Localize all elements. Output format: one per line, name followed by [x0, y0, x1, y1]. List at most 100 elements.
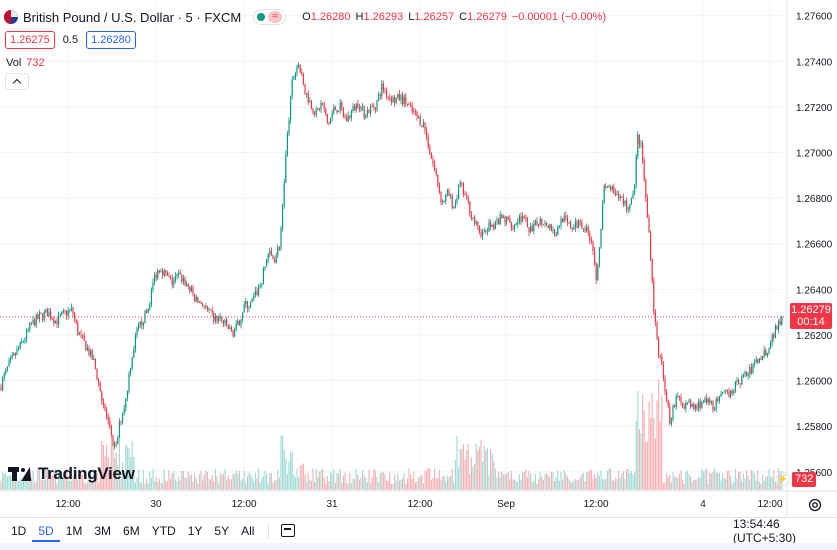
sell-button[interactable]: 1.26275: [5, 31, 55, 49]
settings-icon[interactable]: [807, 497, 823, 513]
volume-bar: [429, 468, 431, 490]
volume-bar: [277, 470, 279, 490]
range-5y[interactable]: 5Y: [214, 523, 230, 538]
volume-bar: [482, 461, 484, 490]
volume-bar: [614, 477, 616, 490]
candle-body: [136, 328, 138, 336]
volume-bar: [216, 475, 218, 490]
volume-bar: [395, 480, 397, 490]
candle-body: [430, 154, 432, 159]
x-tick-label: Sep: [497, 499, 515, 510]
volume-bar: [706, 468, 708, 490]
volume-bar: [408, 468, 410, 490]
volume-bar: [406, 478, 408, 490]
volume-bar: [64, 477, 66, 490]
range-ytd[interactable]: YTD: [151, 523, 176, 538]
x-tick-label: 12:00: [407, 499, 432, 510]
calendar-icon[interactable]: [281, 524, 296, 537]
range-6m[interactable]: 6M: [123, 523, 140, 538]
candle-body: [494, 221, 496, 230]
high-label: H: [355, 11, 364, 23]
volume-bar: [736, 478, 738, 490]
volume-bar: [294, 477, 296, 490]
candle-body: [541, 218, 543, 225]
candle-body: [459, 182, 461, 186]
candle-body: [210, 309, 212, 311]
candle-body: [658, 338, 660, 356]
candlestick-chart[interactable]: 1.256001.258001.260001.262001.264001.266…: [0, 0, 837, 517]
candle-body: [360, 106, 362, 110]
volume-bar: [242, 479, 244, 490]
candle-body: [189, 286, 191, 292]
candle-body: [138, 325, 140, 329]
candle-body: [653, 281, 655, 313]
buy-button[interactable]: 1.26280: [86, 31, 136, 49]
range-3m[interactable]: 3M: [94, 523, 112, 538]
symbol-title[interactable]: British Pound / U.S. Dollar · 5 · FXCM: [23, 9, 242, 25]
volume-bar: [190, 474, 192, 490]
volume-bar: [370, 482, 372, 490]
candle-body: [698, 401, 700, 409]
volume-bar: [286, 473, 288, 490]
candle-body: [224, 319, 226, 324]
volume-bar: [194, 473, 196, 490]
market-status[interactable]: ≈: [253, 9, 287, 25]
candle-body: [646, 198, 648, 218]
volume-bar: [458, 467, 460, 490]
volume-bar: [579, 476, 581, 490]
range-1m[interactable]: 1M: [65, 523, 83, 538]
volume-bar: [131, 441, 133, 490]
candle-body: [693, 403, 695, 409]
candle-body: [534, 221, 536, 225]
clock-timezone[interactable]: 13:54:46 (UTC+5:30): [733, 516, 797, 545]
volume-bar: [517, 482, 519, 490]
volume-bar: [595, 478, 597, 490]
volume-bar: [445, 481, 447, 490]
volume-bar: [267, 483, 269, 490]
volume-bar: [507, 471, 509, 490]
volume-bar: [717, 472, 719, 490]
candle-body: [517, 222, 519, 224]
candle-body: [523, 216, 525, 218]
candle-body: [386, 90, 388, 97]
y-tick-label: 1.26800: [796, 194, 833, 205]
candle-body: [725, 390, 727, 392]
volume-bar: [384, 474, 386, 490]
tradingview-logo[interactable]: TradingView: [8, 464, 135, 484]
candle-body: [80, 333, 82, 335]
volume-bar: [531, 482, 533, 490]
volume-bar: [381, 472, 383, 490]
candle-body: [322, 102, 324, 105]
range-1d[interactable]: 1D: [11, 523, 27, 538]
range-all[interactable]: All: [241, 523, 255, 538]
candle-body: [592, 241, 594, 251]
volume-bar: [152, 468, 154, 490]
volume-bar: [613, 480, 615, 490]
volume-bar: [326, 476, 328, 490]
candle-body: [610, 186, 612, 190]
candle-body: [242, 312, 244, 320]
volume-bar: [264, 470, 266, 490]
lightning-icon[interactable]: ⚡: [776, 472, 790, 486]
candle-body: [614, 192, 616, 195]
candle-body: [715, 398, 717, 410]
candle-body: [526, 218, 528, 228]
candle-body: [107, 416, 109, 421]
volume-bar: [616, 478, 618, 490]
volume-bar: [72, 475, 74, 490]
candle-body: [662, 364, 664, 379]
candle-body: [379, 94, 381, 96]
volume-bar: [128, 448, 130, 490]
volume-bar: [336, 473, 338, 490]
volume-bar: [483, 445, 485, 490]
volume-bar: [325, 483, 327, 490]
volume-bar: [11, 478, 13, 490]
range-1y[interactable]: 1Y: [187, 523, 203, 538]
candle-body: [58, 315, 60, 325]
volume-bar: [146, 478, 148, 490]
candle-body: [667, 400, 669, 407]
volume-bar: [514, 479, 516, 490]
range-5d[interactable]: 5D: [32, 520, 60, 542]
collapse-legend-button[interactable]: [5, 73, 29, 90]
